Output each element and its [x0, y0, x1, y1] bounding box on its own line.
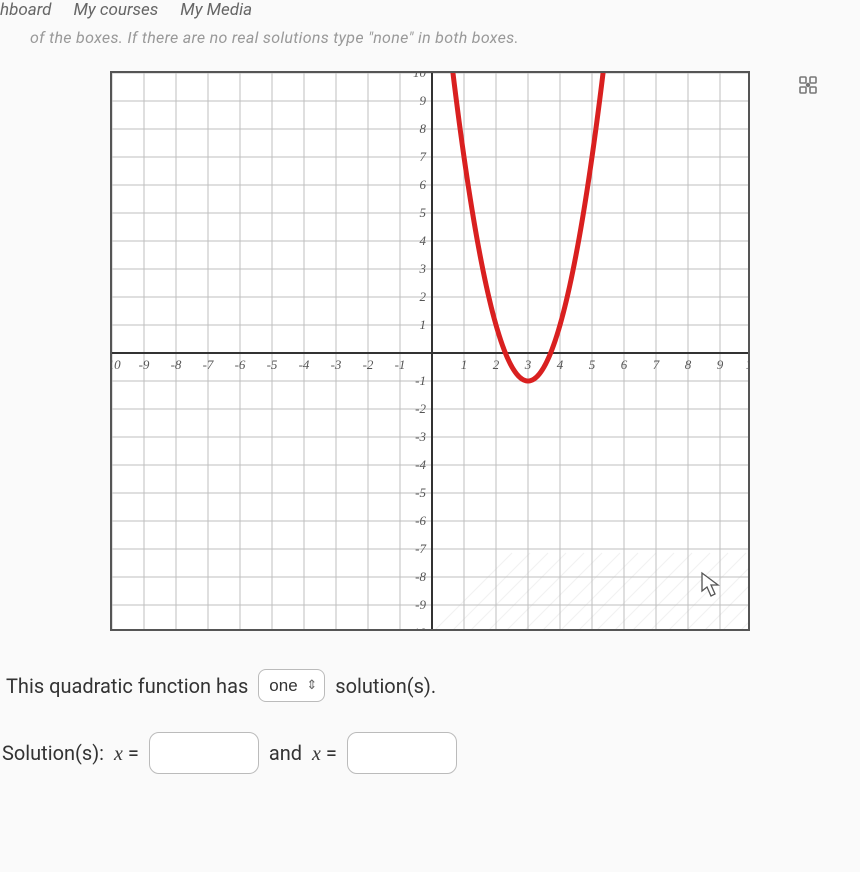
svg-text:-9: -9: [415, 597, 426, 612]
svg-text:-7: -7: [415, 541, 426, 556]
svg-text:-6: -6: [415, 513, 426, 528]
svg-text:7: 7: [420, 149, 427, 164]
svg-text:10: 10: [746, 357, 751, 372]
svg-text:4: 4: [557, 357, 564, 372]
svg-text:1: 1: [420, 317, 427, 332]
svg-text:-4: -4: [299, 357, 310, 372]
nav-courses[interactable]: My courses: [73, 0, 158, 20]
svg-text:5: 5: [589, 357, 596, 372]
svg-text:-1: -1: [415, 373, 426, 388]
chart-container: 10 9 8 7 6 5 4 3 2 1 -1 -2 -3 -4 -5 -6 -7 -8 -9 -10 -10 -9 -8 -…: [0, 67, 860, 661]
solution-label: Solution(s):: [2, 741, 104, 765]
svg-text:-1: -1: [395, 357, 406, 372]
quadratic-chart: 10 9 8 7 6 5 4 3 2 1 -1 -2 -3 -4 -5 -6 -7 -8 -9 -10 -10 -9 -8 -…: [110, 71, 750, 631]
svg-text:-3: -3: [415, 429, 426, 444]
svg-text:2: 2: [420, 289, 427, 304]
svg-text:6: 6: [420, 177, 427, 192]
expand-icon[interactable]: [796, 73, 820, 97]
svg-text:-8: -8: [171, 357, 182, 372]
svg-text:10: 10: [413, 71, 427, 80]
svg-text:-9: -9: [139, 357, 150, 372]
svg-text:4: 4: [420, 233, 427, 248]
svg-text:5: 5: [420, 205, 427, 220]
svg-text:-2: -2: [415, 401, 426, 416]
svg-text:9: 9: [420, 93, 427, 108]
statement-suffix: solution(s).: [335, 674, 436, 698]
solution-row: Solution(s): x = and x =: [0, 720, 860, 786]
svg-text:-3: -3: [331, 357, 342, 372]
svg-text:-10: -10: [409, 625, 427, 631]
svg-text:8: 8: [685, 357, 692, 372]
nav-dashboard[interactable]: hboard: [0, 0, 51, 20]
statement-prefix: This quadratic function has: [6, 674, 248, 698]
svg-text:9: 9: [717, 357, 724, 372]
top-nav: hboard My courses My Media: [0, 0, 860, 26]
svg-text:7: 7: [653, 357, 660, 372]
svg-text:-8: -8: [415, 569, 426, 584]
statement-row: This quadratic function has onetwono sol…: [0, 661, 860, 720]
svg-text:-5: -5: [267, 357, 278, 372]
svg-text:8: 8: [420, 121, 427, 136]
solution-input-1[interactable]: [149, 732, 259, 774]
svg-text:2: 2: [493, 357, 500, 372]
svg-text:1: 1: [461, 357, 468, 372]
solution-input-2[interactable]: [347, 732, 457, 774]
x-equals-2: x =: [312, 741, 337, 766]
svg-text:6: 6: [621, 357, 628, 372]
x-equals-1: x =: [114, 741, 139, 766]
svg-text:-5: -5: [415, 485, 426, 500]
svg-text:-6: -6: [235, 357, 246, 372]
svg-text:-10: -10: [110, 357, 121, 372]
svg-text:-2: -2: [363, 357, 374, 372]
solution-count-select[interactable]: onetwono: [258, 669, 325, 702]
svg-text:-4: -4: [415, 457, 426, 472]
svg-text:3: 3: [524, 357, 532, 372]
svg-text:-7: -7: [203, 357, 214, 372]
nav-media[interactable]: My Media: [180, 0, 252, 20]
svg-text:3: 3: [419, 261, 427, 276]
and-label: and: [269, 741, 302, 765]
instruction-text: of the boxes. If there are no real solut…: [0, 26, 860, 67]
